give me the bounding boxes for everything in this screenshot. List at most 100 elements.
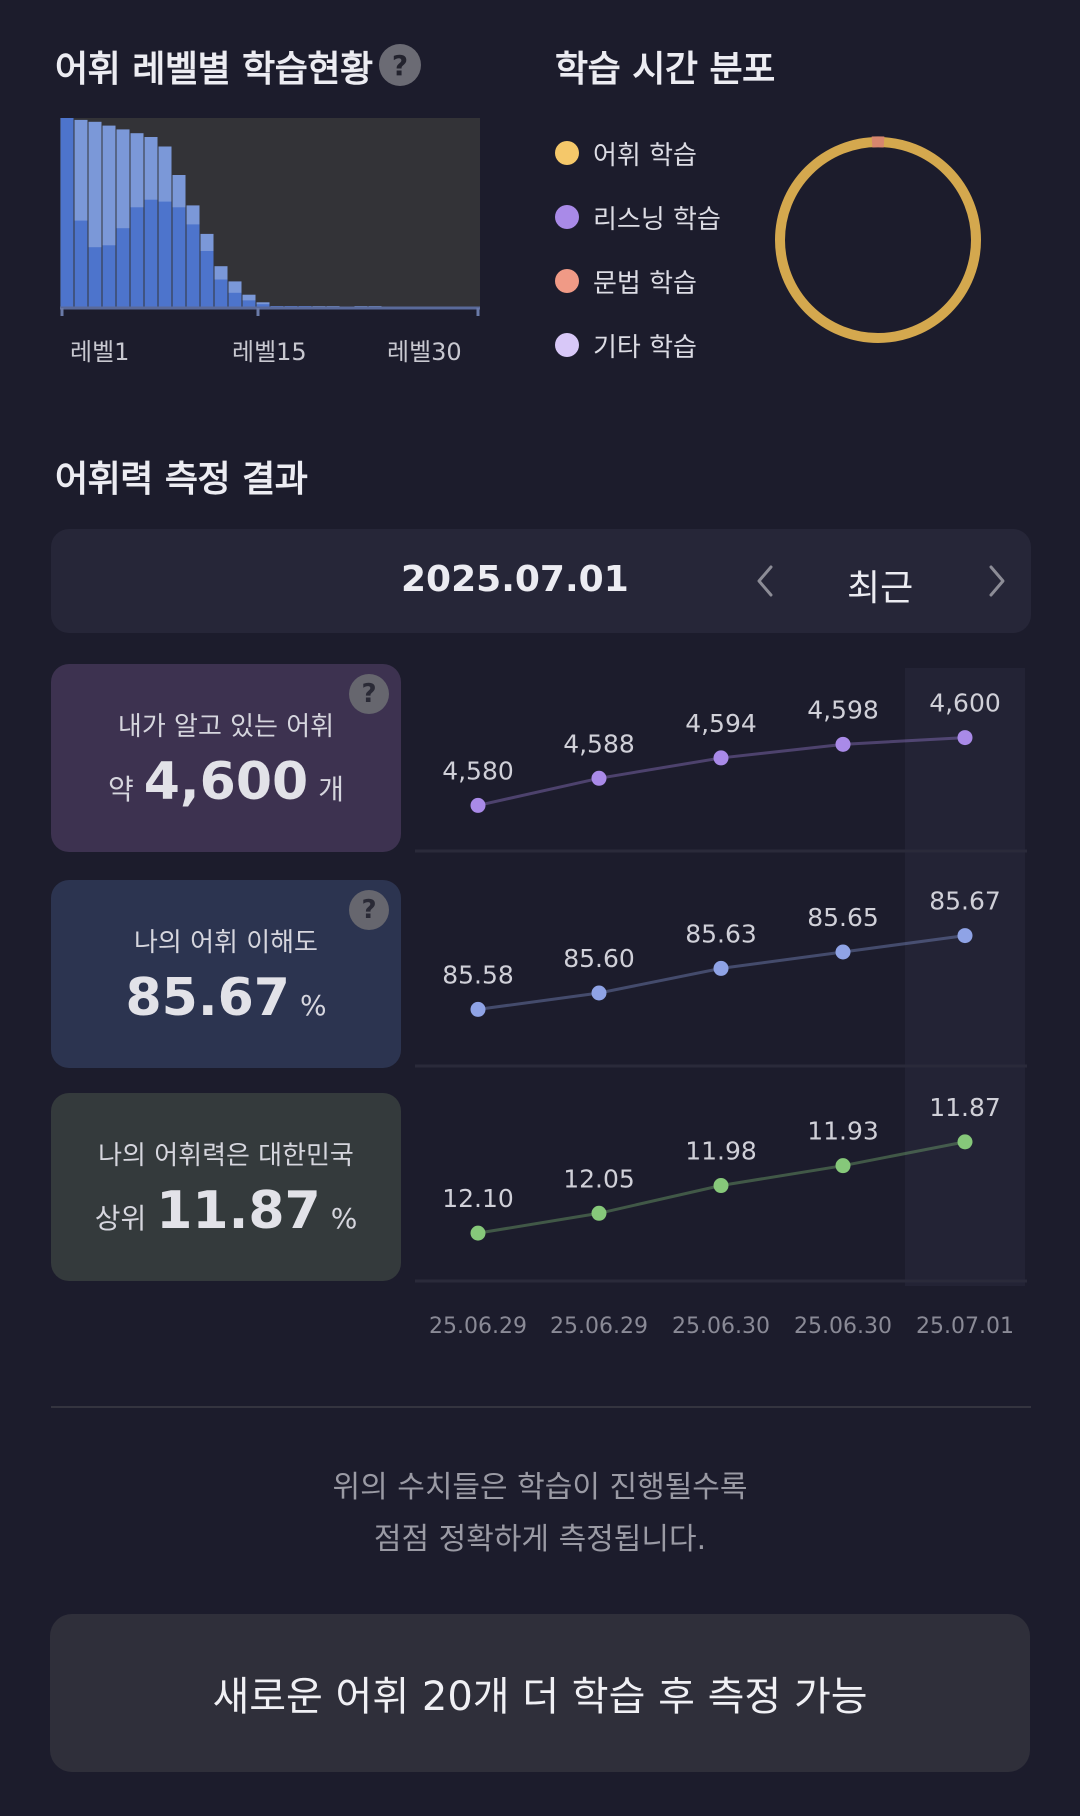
legend-label-listening: 리스닝 학습: [593, 204, 721, 235]
time-donut-chart: [775, 136, 981, 343]
trend-x-label: 25.06.29: [429, 1314, 527, 1339]
measure-available-button[interactable]: 새로운 어휘 20개 더 학습 후 측정 가능: [50, 1614, 1030, 1772]
level-bar: [214, 279, 228, 308]
understanding-value: 85.67: [125, 968, 290, 1028]
trend-point: [957, 1134, 973, 1150]
footer-note-line2: 점점 정확하게 측정됩니다.: [373, 1522, 707, 1557]
level-x-label-30: 레벨30: [387, 338, 462, 366]
trend-point: [713, 960, 729, 976]
level-bar: [60, 118, 74, 308]
level-bar: [130, 207, 144, 308]
understanding-label: 나의 어휘 이해도: [134, 928, 318, 958]
legend-dot-other: [555, 333, 579, 357]
legend-dot-grammar: [555, 269, 579, 293]
prev-period-button[interactable]: [747, 557, 783, 605]
question-icon[interactable]: ?: [349, 674, 389, 714]
legend-item-listening: 리스닝 학습: [555, 197, 721, 237]
trend-point: [713, 1178, 729, 1194]
trend-line-charts: 4,580 4,588 4,594 4,598 4,600 85.58 85.60 85.63…: [415, 668, 1027, 1339]
trend-value-label: 11.98: [685, 1137, 757, 1166]
trend-value-label: 12.10: [442, 1184, 514, 1213]
trend-line: [477, 736, 966, 807]
question-icon[interactable]: ?: [349, 890, 389, 930]
level-bar: [200, 251, 214, 308]
rank-prefix: 상위: [94, 1202, 147, 1235]
period-label[interactable]: 최근: [847, 568, 914, 609]
understanding-card: ? 나의 어휘 이해도 85.67 %: [51, 880, 401, 1068]
level-bar: [186, 224, 200, 308]
level-bar: [256, 304, 270, 308]
trend-value-label: 85.58: [442, 960, 514, 989]
trend-value-label: 85.63: [685, 919, 757, 948]
rank-value-row: 상위 11.87 %: [51, 1181, 401, 1241]
level-bar-chart: [60, 118, 480, 316]
level-bar: [74, 220, 88, 308]
legend-dot-listening: [555, 205, 579, 229]
legend-item-vocab: 어휘 학습: [555, 133, 721, 173]
legend-dot-vocab: [555, 141, 579, 165]
trend-point: [470, 797, 486, 813]
footer-note-line1: 위의 수치들은 학습이 진행될수록: [332, 1470, 748, 1505]
trend-value-label: 4,580: [442, 756, 514, 785]
level-bar: [102, 245, 116, 308]
level-bar: [88, 247, 102, 308]
trend-point: [835, 1158, 851, 1174]
question-icon[interactable]: ?: [379, 44, 421, 86]
trend-value-label: 85.65: [807, 903, 879, 932]
chevron-left-icon: [757, 565, 773, 597]
trend-x-label: 25.06.30: [672, 1314, 770, 1339]
known-words-value-row: 약 4,600 개: [51, 752, 401, 812]
time-legend: 어휘 학습 리스닝 학습 문법 학습 기타 학습: [555, 133, 721, 365]
trend-x-label: 25.06.29: [550, 1314, 648, 1339]
trend-point: [591, 985, 607, 1001]
level-bar: [144, 199, 158, 308]
trend-point: [591, 1205, 607, 1221]
trend-value-label: 12.05: [563, 1164, 635, 1193]
legend-item-other: 기타 학습: [555, 325, 721, 365]
next-period-button[interactable]: [979, 557, 1015, 605]
trend-point: [835, 736, 851, 752]
trend-value-label: 4,594: [685, 709, 757, 738]
understanding-value-row: 85.67 %: [51, 968, 401, 1028]
level-bar: [116, 228, 130, 308]
trend-point: [470, 1001, 486, 1017]
level-bar: [242, 300, 256, 308]
rank-card: 나의 어휘력은 대한민국 상위 11.87 %: [51, 1093, 401, 1281]
trend-point: [835, 944, 851, 960]
trend-x-label: 25.06.30: [794, 1314, 892, 1339]
known-words-card: ? 내가 알고 있는 어휘 약 4,600 개: [51, 664, 401, 852]
legend-item-grammar: 문법 학습: [555, 261, 721, 301]
rank-unit: %: [330, 1202, 358, 1235]
level-chart-background: [60, 118, 480, 308]
legend-label-vocab: 어휘 학습: [593, 140, 697, 171]
level-bar: [228, 292, 242, 308]
trend-value-label: 4,600: [929, 689, 1001, 718]
donut-ring: [775, 137, 981, 343]
known-words-value: 4,600: [143, 752, 309, 812]
trend-point: [591, 770, 607, 786]
rank-label: 나의 어휘력은 대한민국: [98, 1141, 354, 1171]
known-words-prefix: 약: [107, 773, 134, 806]
legend-label-grammar: 문법 학습: [593, 268, 697, 299]
level-section-title: 어휘 레벨별 학습현황: [55, 49, 373, 90]
level-bar: [158, 201, 172, 308]
selected-date: 2025.07.01: [401, 559, 629, 600]
trend-value-label: 85.67: [929, 887, 1001, 916]
trend-point: [957, 730, 973, 746]
trend-value-label: 11.87: [929, 1093, 1001, 1122]
level-bar: [172, 207, 186, 308]
trend-value-label: 4,588: [563, 729, 635, 758]
trend-point: [957, 928, 973, 944]
latest-column-highlight: [905, 668, 1025, 1286]
known-words-unit: 개: [318, 773, 344, 806]
legend-label-other: 기타 학습: [593, 332, 697, 363]
divider: [51, 1406, 1031, 1408]
trend-value-label: 4,598: [807, 695, 879, 724]
understanding-unit: %: [299, 989, 327, 1022]
date-selector-bar: 2025.07.01 최근: [51, 529, 1031, 633]
known-words-label: 내가 알고 있는 어휘: [117, 712, 335, 742]
measure-section-title: 어휘력 측정 결과: [55, 459, 308, 500]
trend-value-label: 11.93: [807, 1117, 879, 1146]
rank-value: 11.87: [156, 1181, 321, 1241]
trend-point: [470, 1225, 486, 1241]
